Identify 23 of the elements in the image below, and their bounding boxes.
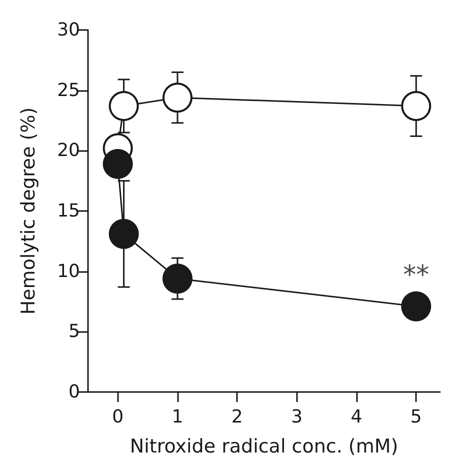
point	[162, 264, 192, 294]
point	[162, 82, 192, 113]
x-tick-label: 1	[172, 406, 184, 428]
x-axis-title: Nitroxide radical conc. (mM)	[130, 436, 398, 458]
point	[108, 218, 139, 249]
point	[108, 91, 139, 122]
point	[102, 148, 133, 179]
x-tick-label: 2	[231, 406, 243, 428]
y-axis-title: Hemolytic degree (%)	[18, 107, 40, 315]
annotation: **	[403, 260, 430, 290]
point	[401, 91, 432, 122]
x-tick-label: 3	[291, 406, 303, 428]
y-tick-label: 30	[57, 20, 80, 40]
x-tick-label: 5	[410, 406, 422, 428]
y-tick-label: 5	[68, 321, 80, 342]
point	[401, 291, 432, 322]
y-tick-label: 10	[57, 260, 80, 282]
x-tick-label: 0	[112, 406, 124, 428]
y-tick-label: 25	[57, 80, 80, 101]
y-tick-label: 0	[68, 382, 80, 402]
x-tick-label: 4	[350, 406, 362, 428]
y-tick-label: 15	[57, 200, 80, 222]
y-tick-label: 20	[57, 140, 80, 162]
